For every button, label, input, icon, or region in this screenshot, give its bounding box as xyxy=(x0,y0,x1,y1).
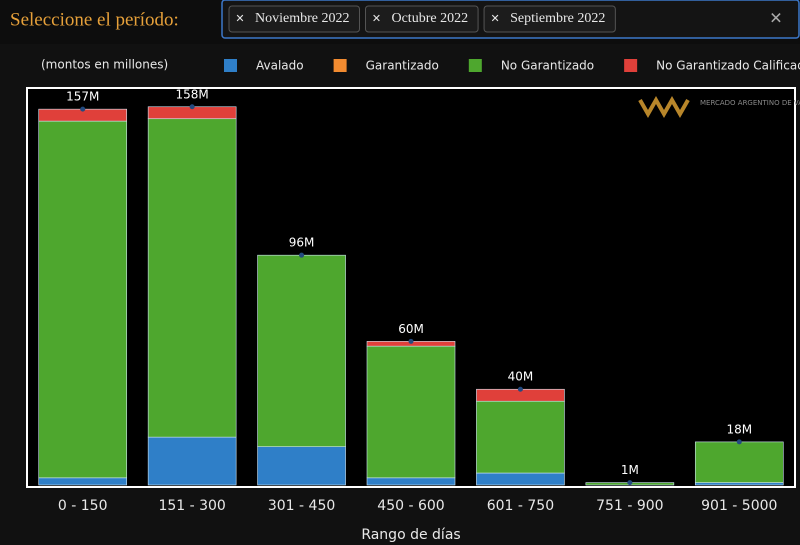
chip-label: Septiembre 2022 xyxy=(510,11,605,26)
legend-label: No Garantizado Calificado xyxy=(656,59,800,73)
x-tick-label: 901 - 5000 xyxy=(701,498,777,514)
total-label: 40M xyxy=(508,370,534,384)
legend-swatch xyxy=(468,59,482,72)
total-label: 60M xyxy=(398,322,424,336)
total-marker xyxy=(517,386,523,392)
total-marker xyxy=(627,480,633,486)
bar-segment xyxy=(38,120,128,479)
bar-segment xyxy=(147,436,237,486)
x-tick-label: 751 - 900 xyxy=(596,498,663,514)
chip-label: Octubre 2022 xyxy=(391,11,468,26)
chip[interactable] xyxy=(483,5,616,33)
chip[interactable] xyxy=(228,5,360,33)
bar-segment xyxy=(476,472,565,486)
x-tick-label: 0 - 150 xyxy=(58,498,108,514)
total-label: 18M xyxy=(726,422,752,436)
bar-segment xyxy=(476,400,565,474)
note: (montos en millones) xyxy=(41,58,168,72)
bar-segment xyxy=(257,446,346,486)
bar-segment xyxy=(366,345,456,479)
chip-remove[interactable]: ✕ xyxy=(372,12,381,25)
total-marker xyxy=(408,338,414,344)
clear-button[interactable]: ✕ xyxy=(769,9,782,28)
legend-label: Garantizado xyxy=(366,59,439,73)
legend-label: No Garantizado xyxy=(501,59,594,73)
bar-segment xyxy=(694,482,784,486)
bar-segment xyxy=(694,441,784,483)
x-tick-label: 151 - 300 xyxy=(158,498,225,514)
legend-label: Avalado xyxy=(256,59,304,73)
legend-swatch xyxy=(333,59,347,72)
total-label: 157M xyxy=(66,90,99,104)
total-marker xyxy=(736,439,742,445)
total-marker xyxy=(299,252,305,258)
total-label: 158M xyxy=(176,87,209,101)
filter-label: Seleccione el período: xyxy=(10,9,179,30)
chip[interactable] xyxy=(364,5,479,33)
total-label: 1M xyxy=(621,463,639,477)
x-axis-title: Rango de días xyxy=(361,527,460,543)
bar-segment xyxy=(38,477,128,486)
total-label: 96M xyxy=(289,236,315,250)
legend-swatch xyxy=(624,59,638,72)
chip-remove[interactable]: ✕ xyxy=(490,12,499,25)
x-tick-label: 450 - 600 xyxy=(377,498,444,514)
bar-segment xyxy=(366,477,456,486)
logo: MERCADO ARGENTINO DE VALORES S.A. xyxy=(700,99,800,107)
bar-segment xyxy=(257,254,346,447)
logo-mark xyxy=(638,95,690,119)
legend-swatch xyxy=(224,59,237,72)
x-tick-label: 601 - 750 xyxy=(487,498,554,514)
x-tick-label: 301 - 450 xyxy=(268,498,335,514)
bar-segment xyxy=(147,118,237,438)
chip-remove[interactable]: ✕ xyxy=(235,12,244,25)
chip-label: Noviembre 2022 xyxy=(255,11,349,26)
total-marker xyxy=(80,106,86,112)
total-marker xyxy=(189,104,195,110)
